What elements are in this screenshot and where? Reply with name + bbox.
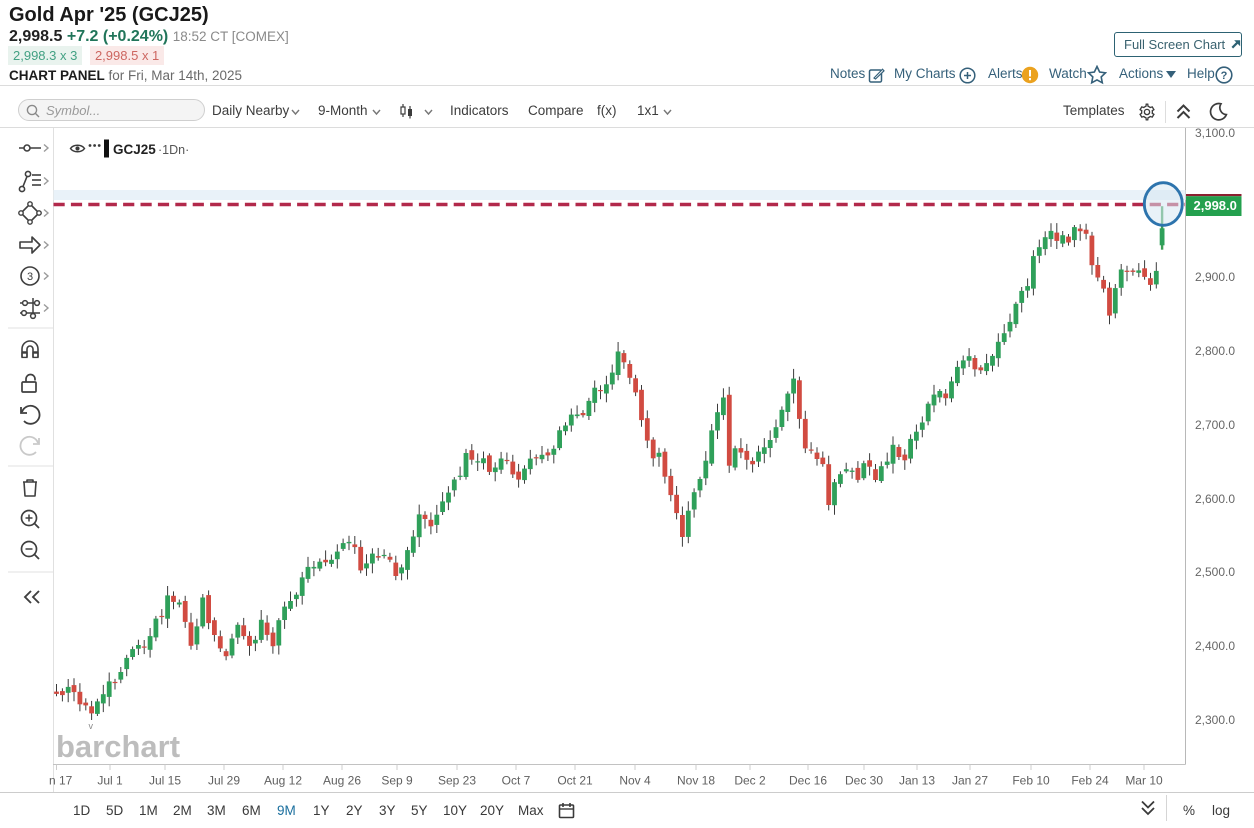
svg-text:Jul 15: Jul 15 [149, 774, 181, 788]
svg-text:3: 3 [27, 271, 33, 283]
svg-text:2,998.0: 2,998.0 [1194, 198, 1237, 213]
svg-text:Oct 21: Oct 21 [557, 774, 593, 788]
svg-text:Aug 26: Aug 26 [323, 774, 361, 788]
svg-text:Dec 2: Dec 2 [734, 774, 766, 788]
svg-text:·1Dn·: ·1Dn· [158, 143, 189, 157]
svg-text:Dec 30: Dec 30 [845, 774, 883, 788]
svg-text:Jan 13: Jan 13 [899, 774, 935, 788]
svg-text:Sep 9: Sep 9 [381, 774, 413, 788]
svg-text:2,500.0: 2,500.0 [1195, 565, 1235, 579]
svg-text:Jan 27: Jan 27 [952, 774, 988, 788]
svg-text:2,400.0: 2,400.0 [1195, 639, 1235, 653]
svg-text:2,700.0: 2,700.0 [1195, 418, 1235, 432]
svg-text:Sep 23: Sep 23 [438, 774, 476, 788]
svg-text:?: ? [1221, 70, 1228, 82]
svg-text:Nov 4: Nov 4 [619, 774, 651, 788]
svg-text:Mar 10: Mar 10 [1125, 774, 1163, 788]
svg-text:Dec 16: Dec 16 [789, 774, 827, 788]
svg-text:2,800.0: 2,800.0 [1195, 344, 1235, 358]
svg-text:Feb 10: Feb 10 [1012, 774, 1050, 788]
svg-text:Jul 29: Jul 29 [208, 774, 240, 788]
svg-text:3,100.0: 3,100.0 [1195, 128, 1235, 140]
svg-text:2,600.0: 2,600.0 [1195, 492, 1235, 506]
svg-text:v: v [89, 721, 94, 731]
svg-text:Oct 7: Oct 7 [502, 774, 531, 788]
svg-text:Aug 12: Aug 12 [264, 774, 302, 788]
svg-text:2,300.0: 2,300.0 [1195, 713, 1235, 727]
svg-text:n 17: n 17 [49, 774, 73, 788]
svg-text:2,900.0: 2,900.0 [1195, 270, 1235, 284]
svg-text:Nov 18: Nov 18 [677, 774, 715, 788]
svg-text:Feb 24: Feb 24 [1071, 774, 1109, 788]
svg-text:barchart: barchart [56, 729, 180, 764]
svg-text:GCJ25: GCJ25 [113, 142, 156, 157]
svg-text:Jul 1: Jul 1 [97, 774, 123, 788]
